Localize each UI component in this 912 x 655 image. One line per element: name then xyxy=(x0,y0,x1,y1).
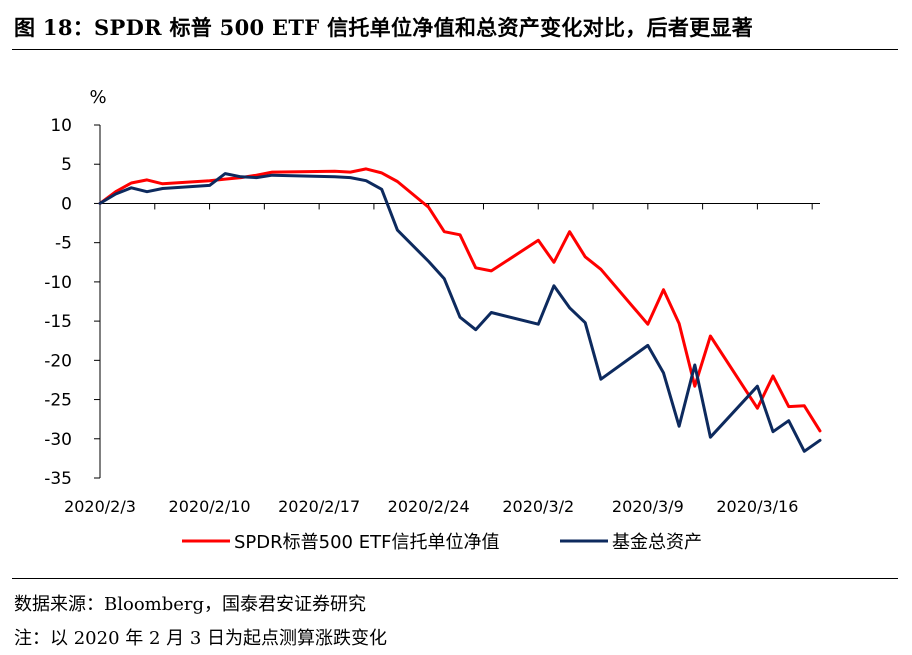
note-text: 注：以 2020 年 2 月 3 日为起点测算涨跌变化 xyxy=(14,628,388,649)
series-line-nav xyxy=(98,167,822,433)
series-line-total-assets xyxy=(98,172,822,453)
y-tick-label: 10 xyxy=(50,116,72,136)
y-tick-label: -5 xyxy=(55,234,72,254)
x-tick-label: 2020/2/24 xyxy=(388,497,470,516)
x-tick-label: 2020/2/17 xyxy=(278,497,360,516)
y-tick-label: 5 xyxy=(61,155,72,175)
y-axis: 10 5 0 -5 -10 -15 -20 -25 -30 -35% xyxy=(44,87,106,489)
title-rule xyxy=(12,49,898,50)
x-tick-label: 2020/2/3 xyxy=(64,497,136,516)
y-tick-label: -20 xyxy=(44,351,72,371)
y-tick-label: -25 xyxy=(44,391,72,411)
x-tick-label: 2020/3/16 xyxy=(716,497,798,516)
y-axis-unit: % xyxy=(89,87,106,108)
legend-label: 基金总资产 xyxy=(612,532,702,553)
y-tick-label: -10 xyxy=(44,273,72,293)
x-tick-label: 2020/3/2 xyxy=(502,497,574,516)
series-lines xyxy=(98,167,822,453)
y-tick-label: -30 xyxy=(44,430,72,450)
y-tick-label: 0 xyxy=(61,194,72,214)
x-tick-label: 2020/2/10 xyxy=(169,497,251,516)
y-tick-label: -15 xyxy=(44,312,72,332)
source-text: 数据来源：Bloomberg，国泰君安证券研究 xyxy=(14,594,367,615)
footer-rule xyxy=(12,578,898,579)
figure-title: 图 18：SPDR 标普 500 ETF 信托单位净值和总资产变化对比，后者更显… xyxy=(14,15,754,40)
legend: SPDR标普500 ETF信托单位净值 基金总资产 xyxy=(182,532,702,553)
x-tick-label: 2020/3/9 xyxy=(612,497,684,516)
x-axis: 2020/2/3 2020/2/10 2020/2/17 2020/2/24 2020/… xyxy=(64,202,820,516)
y-tick-label: -35 xyxy=(44,469,72,489)
legend-label: SPDR标普500 ETF信托单位净值 xyxy=(234,532,499,553)
